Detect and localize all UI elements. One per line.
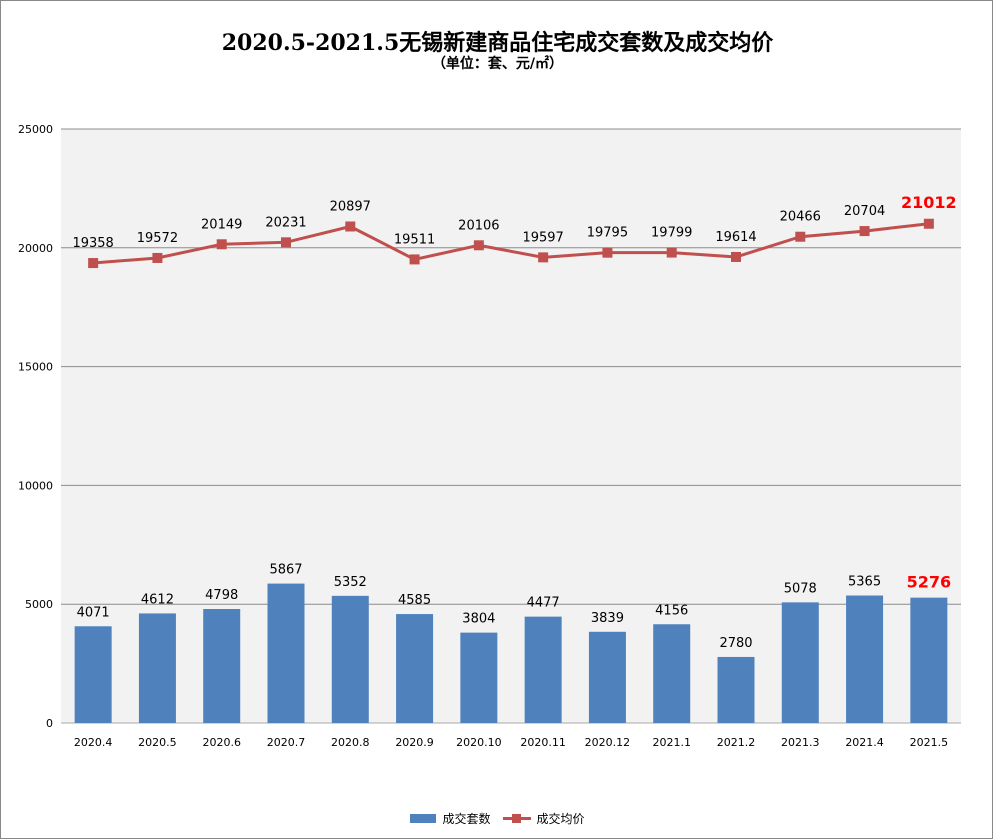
x-tick-label: 2020.6 [202,736,241,749]
line-marker [88,258,99,269]
line-data-label: 19795 [587,226,628,241]
line-data-label: 20106 [458,218,499,233]
line-data-label: 19572 [137,231,178,246]
bar-data-label: 4071 [77,605,110,620]
bar-data-label: 3839 [591,611,624,626]
bar [396,614,434,723]
legend-label-bar: 成交套数 [442,812,491,826]
line-data-label: 19358 [72,236,113,251]
x-tick-label: 2021.1 [652,736,691,749]
line-data-label: 19597 [522,230,563,245]
bar-data-label: 5867 [269,563,302,578]
legend-label-line: 成交均价 [536,812,585,826]
bar [653,624,691,723]
x-tick-label: 2020.12 [585,736,631,749]
x-tick-label: 2020.4 [74,736,113,749]
bar [331,595,369,723]
x-tick-label: 2020.11 [520,736,566,749]
line-data-label: 20149 [201,217,242,232]
bar [203,608,241,723]
x-tick-label: 2021.4 [845,736,884,749]
bar-data-label: 4477 [527,596,560,611]
bar-data-label: 4585 [398,593,431,608]
bar-data-label: 5352 [334,575,367,590]
x-tick-label: 2021.5 [910,736,949,749]
line-marker [795,231,806,242]
bar [910,597,948,723]
y-tick-label: 20000 [18,242,53,255]
bar-data-label: 5078 [784,581,817,596]
legend-line-swatch [502,814,531,823]
line-data-label: 20897 [330,199,371,214]
line-marker [666,247,677,258]
bar [717,656,755,723]
y-tick-label: 15000 [18,361,53,374]
chart-title: 2020.5-2021.5无锡新建商品住宅成交套数及成交均价 [221,30,774,56]
line-marker [473,240,484,251]
line-marker [731,251,741,262]
plot-area [61,129,961,723]
bar-data-label: 2780 [719,636,752,651]
bar-data-label: 5276 [907,573,952,592]
line-marker [152,252,163,263]
line-data-label: 19799 [651,226,692,241]
bar [138,613,176,723]
x-tick-label: 2020.10 [456,736,502,749]
x-tick-label: 2021.2 [717,736,756,749]
bar [460,632,498,723]
y-tick-label: 25000 [18,123,53,136]
y-tick-label: 0 [46,717,53,730]
bar-data-label: 5365 [848,575,881,590]
line-data-label: 20231 [265,215,306,230]
line-data-label: 20466 [780,210,821,225]
line-data-label: 19614 [715,230,756,245]
legend-bar-swatch [410,814,437,823]
line-marker [923,218,934,229]
line-marker [281,237,291,248]
y-tick-label: 5000 [25,598,53,611]
legend: 成交套数 成交均价 [1,810,992,827]
line-marker [216,239,227,250]
x-tick-label: 2020.7 [267,736,306,749]
bar [74,626,112,723]
line-marker [345,221,356,232]
bar-data-label: 4612 [141,592,174,607]
line-marker [538,252,549,263]
bar-data-label: 4798 [205,588,238,603]
line-data-label: 20704 [844,204,885,219]
y-tick-label: 10000 [18,479,53,492]
line-marker [859,226,870,237]
bar [588,631,626,723]
x-tick-label: 2020.9 [395,736,434,749]
line-marker [602,247,613,258]
price-line [93,222,930,265]
line-data-label: 19511 [394,232,435,247]
line-marker [409,254,420,265]
bar-data-label: 4156 [655,603,688,618]
x-tick-label: 2020.8 [331,736,370,749]
bar-data-label: 3804 [462,612,495,627]
bar [781,602,819,723]
x-tick-label: 2020.5 [138,736,177,749]
bar [524,616,562,723]
x-tick-label: 2021.3 [781,736,820,749]
chart-subtitle: （单位：套、元/㎡） [431,56,564,72]
bar [267,583,305,723]
bar [846,595,884,723]
line-data-label: 21012 [901,193,957,212]
